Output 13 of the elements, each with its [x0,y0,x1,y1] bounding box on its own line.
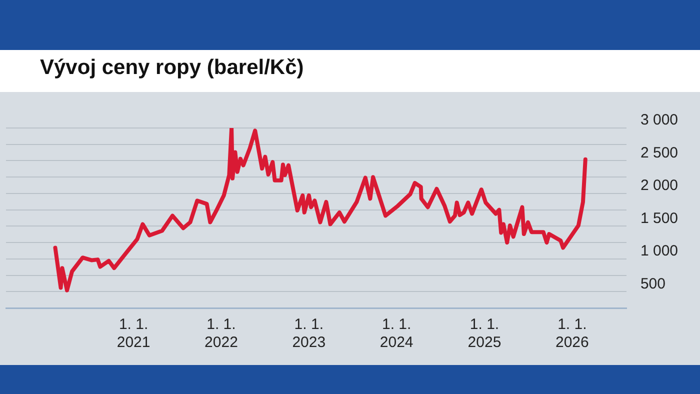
x-tick-label: 1. 1. 2021 [116,316,150,352]
x-tick-label: 1. 1. 2025 [468,316,502,352]
chart-title: Vývoj ceny ropy (barel/Kč) [40,56,304,80]
y-tick-label: 2 500 [640,144,678,162]
y-tick-label: 500 [640,275,666,292]
y-tick-label: 3 000 [640,112,678,129]
y-tick-label: 1 500 [640,210,678,227]
x-tick-label: 1. 1. 2023 [292,316,326,352]
y-tick-label: 1 000 [640,242,678,260]
x-tick-label: 1. 1. 2026 [555,316,589,352]
x-tick-label: 1. 1. 2022 [204,316,238,352]
x-tick-label: 1. 1. 2024 [380,316,414,352]
y-tick-label: 2 000 [640,177,678,194]
